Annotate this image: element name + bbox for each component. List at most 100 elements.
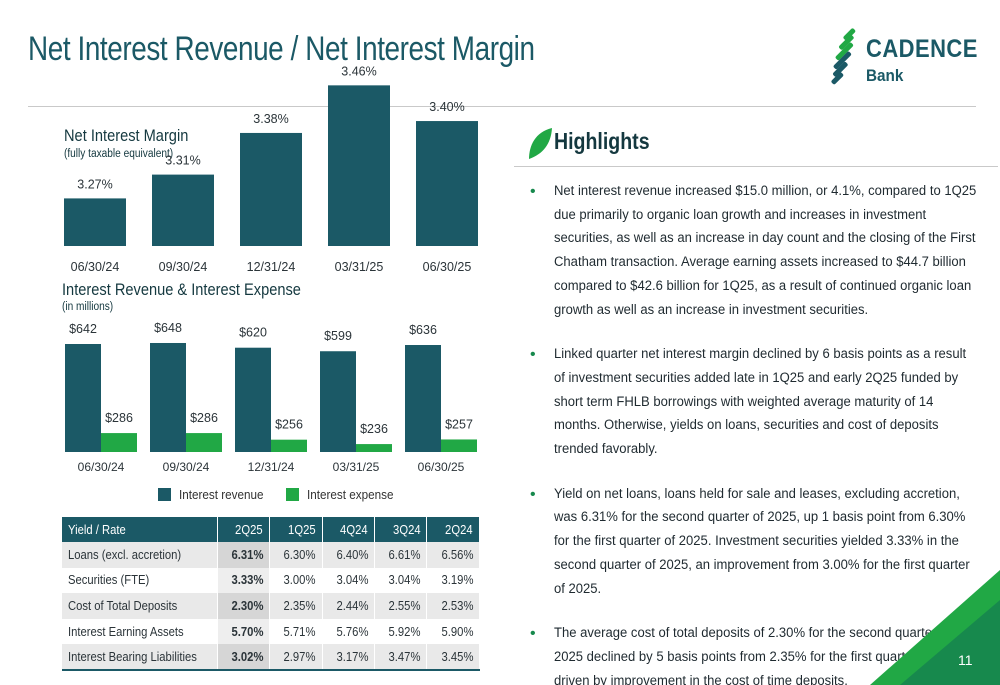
- nim-data-label: 3.40%: [429, 100, 464, 114]
- table-cell: 3.02%: [217, 644, 271, 671]
- table-header-cell: Yield / Rate: [62, 517, 219, 542]
- table-row: Cost of Total Deposits 2.30% 2.35% 2.44%…: [62, 593, 480, 619]
- table-header-cell: 2Q24: [426, 517, 480, 542]
- revenue-bar: [150, 342, 186, 452]
- table-cell: 5.70%: [217, 618, 271, 645]
- revenue-chart-subtitle: (in millions): [62, 301, 114, 313]
- expense-data-label: $286: [190, 411, 218, 425]
- legend-label-revenue: Interest revenue: [179, 487, 264, 502]
- list-item: • Net interest revenue increased $15.0 mi…: [530, 180, 978, 322]
- list-item: • The average cost of total deposits of 2…: [530, 622, 978, 685]
- nim-bar: [64, 198, 126, 246]
- table-cell: 3.33%: [217, 567, 271, 594]
- nim-data-label: 3.31%: [165, 154, 200, 168]
- revenue-x-tick-label: 09/30/24: [163, 460, 210, 474]
- table-cell: 5.71%: [269, 618, 323, 645]
- cadence-bank-logo: CADENCE Bank: [822, 28, 982, 98]
- page-title: Net Interest Revenue / Net Interest Marg…: [28, 30, 535, 68]
- table-header-row: Yield / Rate 2Q25 1Q25 4Q24 3Q24 2Q24: [62, 517, 480, 542]
- table-cell: 3.00%: [269, 567, 323, 594]
- nim-x-tick-label: 12/31/24: [247, 260, 296, 274]
- revenue-x-tick-label: 12/31/24: [248, 460, 295, 474]
- table-cell: 2.30%: [217, 593, 271, 619]
- nim-x-tick-label: 09/30/24: [159, 260, 208, 274]
- expense-bar: [186, 433, 222, 452]
- table-cell: 6.40%: [322, 542, 376, 568]
- table-cell: 2.53%: [426, 593, 480, 619]
- revenue-bar: [235, 347, 271, 452]
- table-header-cell: 3Q24: [374, 517, 428, 542]
- nim-bar: [152, 174, 214, 246]
- logo-subtitle: Bank: [866, 66, 904, 85]
- table-cell: 5.76%: [322, 618, 376, 645]
- table-header-cell: 2Q25: [217, 517, 271, 542]
- nim-data-label: 3.38%: [253, 112, 288, 126]
- table-cell: 2.55%: [374, 593, 428, 619]
- table-cell: 2.35%: [269, 593, 323, 619]
- logo-wordmark: CADENCE: [866, 35, 978, 63]
- highlights-list: • Net interest revenue increased $15.0 mi…: [530, 180, 978, 685]
- nim-data-label: 3.27%: [77, 177, 112, 191]
- expense-data-label: $257: [445, 417, 473, 431]
- table-header-cell: 1Q25: [269, 517, 323, 542]
- expense-data-label: $256: [275, 418, 303, 432]
- table-cell: 3.45%: [426, 644, 480, 671]
- revenue-bar: [65, 344, 101, 452]
- revenue-x-tick-label: 06/30/25: [418, 460, 465, 474]
- expense-data-label: $286: [105, 411, 133, 425]
- expense-data-label: $236: [360, 422, 388, 436]
- table-cell: 6.30%: [269, 542, 323, 568]
- highlights-rule: [514, 166, 998, 167]
- table-cell: 3.17%: [322, 644, 376, 671]
- table-cell: 2.44%: [322, 593, 376, 619]
- yield-rate-table: Yield / Rate 2Q25 1Q25 4Q24 3Q24 2Q24 Lo…: [62, 517, 480, 671]
- table-cell: 3.47%: [374, 644, 428, 671]
- row-label: Cost of Total Deposits: [62, 593, 219, 619]
- legend-label-expense: Interest expense: [307, 487, 394, 502]
- expense-bar: [271, 439, 307, 452]
- table-row: Interest Earning Assets 5.70% 5.71% 5.76…: [62, 618, 480, 645]
- title-rule: [28, 106, 976, 107]
- revenue-bar: [405, 345, 441, 452]
- logo-mark-icon: [831, 28, 856, 85]
- nim-bar: [240, 132, 302, 246]
- revenue-data-label: $599: [324, 329, 352, 343]
- expense-bar: [101, 433, 137, 452]
- nim-x-tick-label: 06/30/24: [71, 260, 120, 274]
- bullet-icon: •: [530, 183, 536, 200]
- expense-bar: [441, 439, 477, 452]
- legend-swatch-expense: [286, 488, 299, 501]
- nim-chart-title: Net Interest Margin: [64, 126, 189, 145]
- revenue-data-label: $648: [154, 321, 182, 335]
- highlights-title: Highlights: [554, 128, 650, 154]
- row-label: Loans (excl. accretion): [62, 542, 219, 568]
- table-cell: 3.04%: [374, 567, 428, 594]
- table-cell: 5.90%: [426, 618, 480, 645]
- revenue-bar: [320, 351, 356, 452]
- revenue-data-label: $636: [409, 323, 437, 337]
- table-cell: 5.92%: [374, 618, 428, 645]
- revenue-x-tick-label: 03/31/25: [333, 460, 380, 474]
- table-header-cell: 4Q24: [322, 517, 376, 542]
- nim-x-tick-label: 03/31/25: [335, 260, 384, 274]
- table-cell: 2.97%: [269, 644, 323, 671]
- list-item: • Yield on net loans, loans held for sale…: [530, 483, 978, 602]
- leaf-icon: [529, 128, 552, 159]
- table-cell: 6.56%: [426, 542, 480, 568]
- row-label: Interest Earning Assets: [62, 618, 219, 645]
- table-cell: 6.61%: [374, 542, 428, 568]
- nim-bar-chart: 3.27% 06/30/24 3.31% 09/30/24 3.38% 12/31/24 3…: [64, 64, 478, 274]
- nim-data-label: 3.46%: [341, 64, 376, 78]
- revenue-expense-bar-chart: $642 $286 06/30/24 $648 $286 09/30/24 $620 $256…: [65, 321, 477, 474]
- page-number: 11: [958, 652, 973, 668]
- corner-decoration: [870, 570, 1000, 685]
- legend-item-expense: Interest expense: [286, 487, 403, 502]
- expense-bar: [356, 444, 392, 452]
- bullet-icon: •: [530, 346, 536, 364]
- table-row: Interest Bearing Liabilities 3.02% 2.97%…: [62, 644, 480, 671]
- row-label: Interest Bearing Liabilities: [62, 644, 219, 671]
- nim-bar: [416, 121, 478, 246]
- revenue-data-label: $620: [239, 326, 267, 340]
- list-item: • Linked quarter net interest margin decl…: [530, 343, 978, 462]
- nim-chart-subtitle: (fully taxable equivalent): [64, 148, 174, 160]
